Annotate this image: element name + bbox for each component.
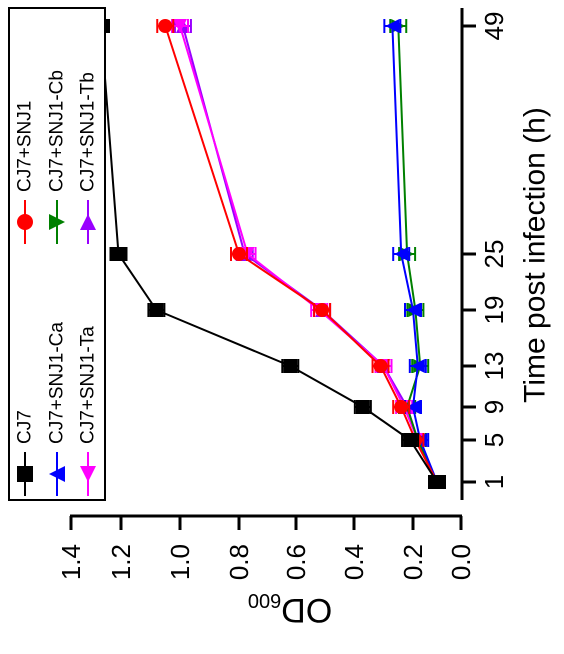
legend-box <box>8 7 106 501</box>
triangle-left-marker <box>385 19 400 33</box>
od-tick-label: 1.0 <box>165 544 195 580</box>
legend-label: CJ7+SNJ1-Ta <box>78 326 99 444</box>
time-tick-label: 25 <box>479 240 509 269</box>
triangle-left-marker <box>49 466 65 482</box>
series-line <box>100 25 438 483</box>
legend-item: CJ7+SNJ1 <box>15 101 36 244</box>
legend-item: CJ7+SNJ1-Ca <box>47 322 68 496</box>
time-tick-label: 1 <box>479 475 509 489</box>
od-axis-title-subscript: 600 <box>248 589 281 611</box>
circle-marker <box>232 247 246 261</box>
time-tick-label: 13 <box>479 352 509 381</box>
circle-marker <box>315 303 330 317</box>
square-marker <box>149 303 164 317</box>
legend-item: CJ7+SNJ1-Tb <box>78 72 99 244</box>
triangle-left-marker <box>394 247 409 261</box>
od-tick-label: 0.6 <box>281 544 311 580</box>
circle-marker <box>158 19 173 33</box>
square-marker <box>283 359 298 373</box>
triangle-up-marker <box>80 214 96 230</box>
legend-item: CJ7 <box>15 410 36 496</box>
od-tick-label: 0.4 <box>339 544 369 580</box>
square-marker <box>17 466 33 482</box>
legend-label: CJ7+SNJ1-Cb <box>47 70 68 192</box>
triangle-left-marker <box>406 400 420 414</box>
od-tick-label: 1.2 <box>106 544 136 580</box>
triangle-right-marker <box>49 214 65 230</box>
time-axis-title: Time post infection (h) <box>519 107 552 403</box>
od-axis-title: OD600 <box>248 589 332 629</box>
legend-label: CJ7+SNJ1 <box>15 101 36 192</box>
square-marker <box>430 475 444 489</box>
od-tick-label: 1.4 <box>56 544 86 580</box>
square-marker <box>355 400 370 414</box>
od-tick-label: 0.0 <box>446 544 476 580</box>
od-tick-label: 0.8 <box>224 544 254 580</box>
time-tick-label: 19 <box>479 296 509 325</box>
legend-label: CJ7+SNJ1-Tb <box>78 72 99 192</box>
legend: CJ7 CJ7+SNJ1-Ca CJ7+SNJ1-Ta CJ7+SNJ1 CJ7+SNJ… <box>8 7 106 501</box>
triangle-left-marker <box>410 359 425 373</box>
od-axis-title-main: OD <box>281 591 332 629</box>
square-marker <box>403 433 418 447</box>
legend-item: CJ7+SNJ1-Ta <box>78 326 99 496</box>
legend-item: CJ7+SNJ1-Cb <box>47 70 68 244</box>
circle-marker <box>373 359 388 373</box>
circle-marker <box>394 400 409 414</box>
triangle-down-marker <box>80 466 96 482</box>
triangle-left-marker <box>406 303 420 317</box>
time-tick-label: 5 <box>479 433 509 447</box>
triangle-down-marker <box>173 19 187 33</box>
square-marker <box>111 247 126 261</box>
circle-marker <box>17 214 33 230</box>
time-tick-label: 9 <box>479 400 509 414</box>
legend-label: CJ7+SNJ1-Ca <box>47 322 68 444</box>
time-tick-label: 49 <box>479 12 509 41</box>
legend-label: CJ7 <box>15 410 36 444</box>
od-tick-label: 0.2 <box>398 544 428 580</box>
